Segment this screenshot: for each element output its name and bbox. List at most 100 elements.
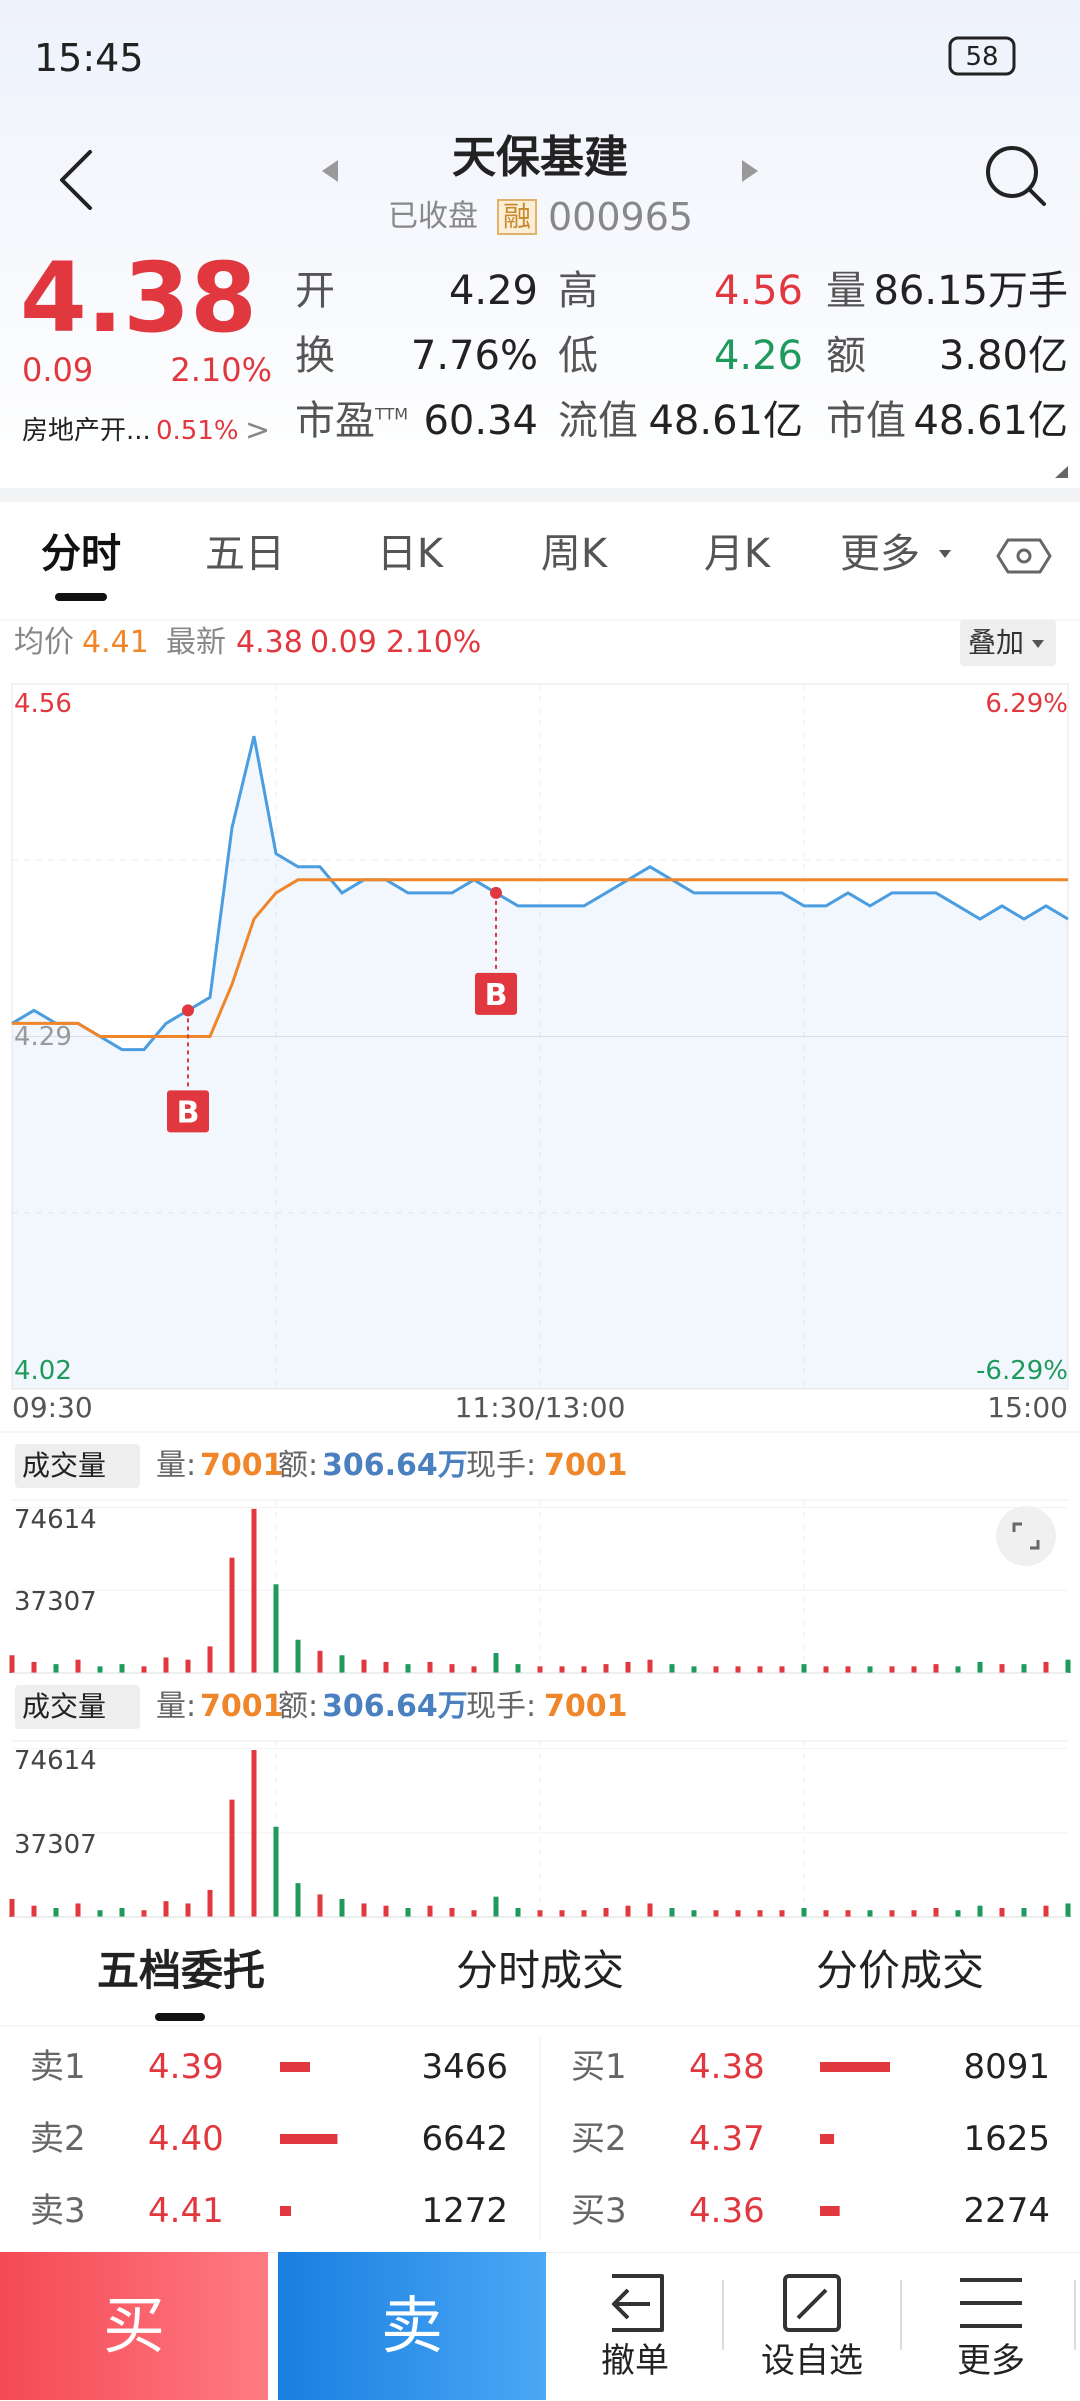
change-small: 0.09 (310, 625, 377, 660)
search-icon[interactable] (986, 146, 1038, 198)
chart-tab[interactable]: 日K (376, 531, 444, 577)
stat-label: 开 (295, 268, 335, 314)
volume-bar (801, 1664, 807, 1673)
buy-label[interactable]: 买 (102, 2289, 165, 2362)
overlay-label[interactable]: 叠加 (968, 626, 1025, 659)
y-tick-label: 4.02 (14, 1356, 72, 1386)
stat-label: 高 (558, 268, 598, 314)
avg-label: 均价 (14, 625, 74, 660)
action-label[interactable]: 更多 (957, 2341, 1025, 2381)
sell-button[interactable] (278, 2252, 546, 2400)
stat-value: 48.61亿 (648, 398, 803, 444)
order-tab-underline (155, 2013, 205, 2021)
book-price: 4.41 (148, 2191, 224, 2231)
action-label[interactable]: 撤单 (601, 2341, 669, 2381)
indicator-button[interactable] (15, 1444, 140, 1488)
pct-label: 6.29% (985, 689, 1068, 719)
volume-bar (273, 1584, 279, 1673)
y-tick-label: 74614 (14, 1745, 97, 1776)
volume-bar (75, 1903, 81, 1917)
volume-info: 306.64万 (322, 1448, 468, 1483)
clock: 15:45 (34, 36, 144, 80)
settings-icon-dot (1016, 548, 1032, 564)
book-volume-bar (280, 2206, 292, 2216)
volume-bar (691, 1666, 697, 1673)
volume-bar (559, 1910, 565, 1917)
volume-bar (933, 1664, 939, 1673)
avg-price: 4.41 (82, 625, 149, 660)
volume-bar (713, 1666, 719, 1673)
volume-bar (31, 1661, 37, 1673)
book-volume-bar (280, 2062, 310, 2072)
volume-bar (779, 1910, 785, 1917)
volume-bar (977, 1661, 983, 1673)
indicator-button[interactable] (15, 1685, 140, 1729)
order-tab[interactable]: 分时成交 (455, 1946, 624, 1995)
volume-bar (537, 1910, 543, 1917)
volume-bar (1021, 1907, 1027, 1917)
book-volume-bar (820, 2134, 835, 2144)
volume-bar (1043, 1661, 1049, 1673)
band (0, 488, 1080, 502)
stock-code: 000965 (548, 195, 694, 239)
time-label: 09:30 (12, 1391, 93, 1424)
price-change-pct: 2.10% (170, 351, 272, 389)
tab-underline (55, 593, 107, 601)
stat-label: 换 (295, 333, 335, 379)
volume-info: 量: (156, 1689, 197, 1724)
volume-bar (757, 1666, 763, 1673)
volume-info: 306.64万 (322, 1689, 468, 1724)
more-icon[interactable] (960, 2278, 1022, 2328)
watchlist-icon[interactable] (783, 2274, 841, 2332)
volume-bar (999, 1907, 1005, 1917)
volume-bar (295, 1639, 301, 1673)
indicator-name[interactable]: 成交量 (22, 1449, 107, 1482)
volume-bar (911, 1666, 917, 1673)
volume-info: 7001 (200, 1689, 284, 1724)
volume-bar (581, 1910, 587, 1917)
book-label: 买2 (571, 2119, 627, 2159)
sell-label[interactable]: 卖 (380, 2289, 443, 2362)
cancel-icon[interactable] (612, 2274, 664, 2332)
chart-tab[interactable]: 分时 (41, 531, 121, 577)
stat-label: 低 (558, 333, 598, 379)
volume-bar (757, 1910, 763, 1917)
chart-tab[interactable]: 五日 (205, 531, 285, 577)
order-tab[interactable]: 五档委托 (96, 1946, 265, 1995)
price-area (12, 736, 1068, 1389)
volume-bar (933, 1907, 939, 1917)
book-volume: 6642 (421, 2119, 508, 2159)
action-dividers (722, 2280, 1076, 2350)
order-tab[interactable]: 分价成交 (815, 1946, 984, 1995)
settings-icon[interactable] (996, 538, 1052, 574)
volume-info: 额: (278, 1689, 319, 1724)
stock-name: 天保基建 (452, 132, 628, 183)
chart-tab[interactable]: 月K (703, 531, 771, 577)
trade-badge-label: B (485, 978, 508, 1013)
buy-button[interactable] (0, 2252, 268, 2400)
volume-bar (713, 1910, 719, 1917)
last-label: 最新 (166, 625, 226, 660)
volume-bar (9, 1655, 15, 1673)
time-label: 15:00 (987, 1391, 1068, 1424)
chart-tab[interactable]: 更多 (840, 531, 920, 577)
battery-level: 58 (965, 42, 999, 72)
stat-value: 7.76% (410, 333, 538, 379)
sector-name[interactable]: 房地产开... (22, 416, 151, 446)
fullscreen-button[interactable] (996, 1506, 1056, 1566)
volume-bar (581, 1666, 587, 1673)
volume-bar (735, 1666, 741, 1673)
indicator-name[interactable]: 成交量 (22, 1690, 107, 1723)
book-volume-bar (280, 2134, 338, 2144)
volume-bar (449, 1907, 455, 1917)
back-icon[interactable] (60, 150, 92, 210)
volume-bar (53, 1664, 59, 1673)
volume-bar (185, 1659, 191, 1673)
book-volume: 8091 (963, 2047, 1050, 2087)
volume-bar (669, 1907, 675, 1917)
volume-bar (603, 1664, 609, 1673)
chart-tab[interactable]: 周K (540, 531, 608, 577)
action-label[interactable]: 设自选 (761, 2341, 863, 2381)
